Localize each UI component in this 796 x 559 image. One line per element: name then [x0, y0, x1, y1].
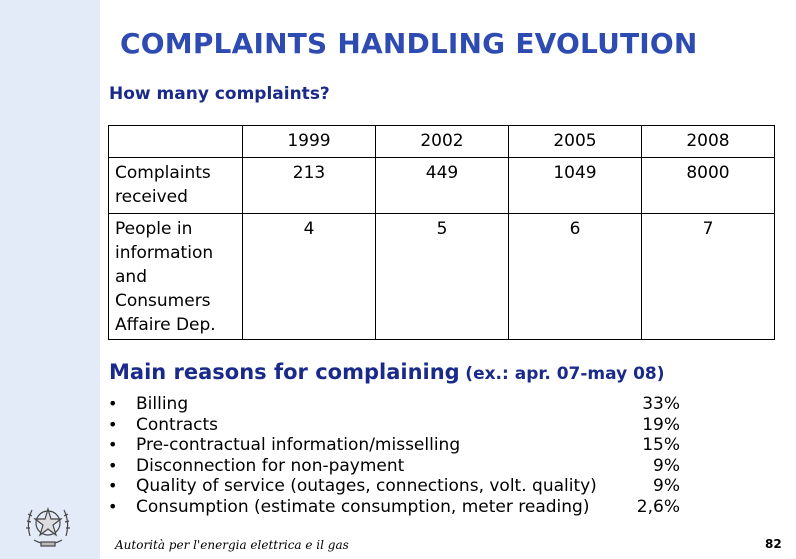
list-item: • Consumption (estimate consumption, met… [108, 497, 688, 518]
table-cell: 4 [242, 213, 376, 340]
bullet-icon: • [108, 455, 118, 475]
list-item: • Disconnection for non-payment 9% [108, 456, 688, 477]
footer-organization: Autorità per l'energia elettrica e il ga… [115, 538, 349, 552]
page-title: COMPLAINTS HANDLING EVOLUTION [120, 27, 698, 60]
table-corner-cell [108, 125, 243, 158]
left-sidebar-band [0, 0, 100, 559]
table-cell: 5 [375, 213, 509, 340]
reason-percent: 9% [653, 455, 680, 476]
row-label: People in information and Consumers Affa… [108, 213, 243, 340]
reason-label: Disconnection for non-payment [136, 455, 405, 476]
table-cell: 7 [641, 213, 775, 340]
table-cell: 1049 [508, 157, 642, 214]
reason-label: Pre-contractual information/misselling [136, 435, 461, 455]
list-item: • Quality of service (outages, connectio… [108, 476, 688, 497]
page-number: 82 [765, 537, 782, 551]
year-header: 2008 [641, 125, 775, 158]
list-item: • Contracts 19% [108, 415, 688, 436]
reason-label: Consumption (estimate consumption, meter… [136, 496, 590, 517]
reasons-heading-text: Main reasons for complaining [109, 360, 460, 384]
year-header: 1999 [242, 125, 376, 158]
reason-percent: 19% [642, 414, 680, 435]
bullet-icon: • [108, 414, 118, 434]
reason-label: Quality of service (outages, connections… [136, 476, 597, 496]
list-item: • Billing 33% [108, 394, 688, 415]
reasons-period: (ex.: apr. 07-may 08) [465, 364, 665, 384]
list-item: • Pre-contractual information/misselling… [108, 435, 688, 456]
reason-percent: 15% [642, 435, 680, 455]
table-row: Complaints received 213 449 1049 8000 [108, 157, 775, 214]
table-row: People in information and Consumers Affa… [108, 213, 775, 340]
bullet-icon: • [108, 496, 118, 516]
table-header-row: 1999 2002 2005 2008 [108, 125, 775, 158]
bullet-icon: • [108, 476, 118, 495]
reason-percent: 33% [642, 394, 680, 414]
table-cell: 6 [508, 213, 642, 340]
table-cell: 8000 [641, 157, 775, 214]
bullet-icon: • [108, 394, 118, 413]
year-header: 2002 [375, 125, 509, 158]
reasons-heading: Main reasons for complaining (ex.: apr. … [109, 360, 665, 384]
bullet-icon: • [108, 435, 118, 454]
reason-percent: 2,6% [636, 496, 680, 517]
table-cell: 213 [242, 157, 376, 214]
year-header: 2005 [508, 125, 642, 158]
row-label: Complaints received [108, 157, 243, 214]
reason-label: Contracts [136, 414, 218, 435]
table-cell: 449 [375, 157, 509, 214]
section-subtitle: How many complaints? [109, 84, 330, 104]
reasons-list: • Billing 33% • Contracts 19% • Pre-cont… [108, 394, 688, 517]
reason-percent: 9% [653, 476, 680, 496]
complaints-table: 1999 2002 2005 2008 Complaints received … [108, 125, 775, 340]
reason-label: Billing [136, 394, 189, 414]
italian-republic-emblem-icon [26, 506, 70, 547]
